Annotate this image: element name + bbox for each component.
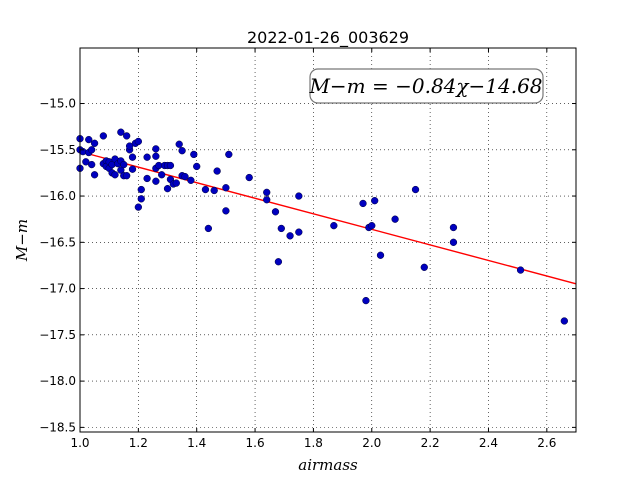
- data-point: [225, 150, 233, 159]
- data-point: [277, 224, 285, 233]
- data-point: [263, 196, 271, 204]
- data-point: [560, 317, 568, 325]
- data-point: [330, 222, 338, 230]
- data-point: [143, 174, 151, 183]
- data-point: [420, 263, 428, 271]
- chart-title: 2022-01-26_003629: [247, 28, 409, 48]
- annotation-text: M−m = −0.84χ−14.68: [308, 74, 542, 98]
- y-axis-label: M−m: [13, 219, 31, 262]
- y-tick-label: −16.5: [39, 235, 76, 249]
- plot-background: [80, 48, 576, 432]
- y-tick-label: −18.0: [39, 374, 76, 388]
- data-point: [158, 171, 166, 179]
- data-point: [201, 185, 210, 194]
- y-tick-label: −16.0: [39, 189, 76, 203]
- data-point: [222, 207, 230, 215]
- data-point: [90, 171, 99, 179]
- x-tick-label: 1.8: [304, 436, 323, 450]
- data-point: [172, 179, 180, 187]
- data-point: [516, 266, 525, 274]
- data-point: [143, 153, 151, 161]
- data-point: [181, 172, 189, 181]
- data-point: [85, 135, 93, 144]
- x-tick-label: 2.0: [362, 436, 381, 450]
- data-point: [359, 199, 367, 208]
- data-point: [295, 192, 303, 200]
- data-point: [178, 147, 186, 155]
- x-tick-label: 1.0: [70, 436, 89, 450]
- data-point: [449, 238, 458, 246]
- data-point: [99, 132, 107, 140]
- data-point: [134, 203, 143, 211]
- axis-ticks: 1.0 1.2 1.4 1.6 1.8 2.0 2.2 2.4 2.6 −15.0 −15.5 −16…: [39, 48, 576, 450]
- y-tick-label: −15.0: [39, 97, 76, 111]
- data-point: [152, 152, 160, 160]
- fit-annotation: M−m = −0.84χ−14.68: [308, 68, 544, 104]
- data-point: [125, 142, 134, 150]
- y-tick-label: −17.5: [39, 328, 76, 342]
- data-point: [295, 228, 303, 236]
- data-point: [245, 173, 253, 182]
- data-point: [187, 176, 195, 184]
- data-point: [120, 160, 128, 169]
- y-tick-label: −18.5: [39, 420, 76, 434]
- data-point: [123, 172, 131, 180]
- data-point: [286, 232, 294, 240]
- grid: [80, 48, 576, 432]
- data-point: [376, 251, 385, 259]
- data-point: [193, 162, 201, 171]
- data-point: [213, 167, 221, 175]
- x-tick-label: 1.4: [187, 436, 206, 450]
- data-point: [111, 171, 119, 179]
- data-point: [263, 188, 271, 196]
- data-point: [210, 186, 218, 195]
- x-tick-label: 1.2: [129, 436, 148, 450]
- data-point: [175, 140, 183, 148]
- data-point: [117, 128, 125, 136]
- data-point: [362, 296, 370, 305]
- data-point: [82, 158, 90, 166]
- data-point: [152, 177, 160, 185]
- annotation-box: [309, 68, 544, 104]
- data-point: [371, 197, 379, 205]
- data-point: [271, 208, 280, 216]
- y-tick-label: −15.5: [39, 143, 76, 157]
- data-point: [134, 137, 143, 146]
- data-point: [152, 145, 160, 153]
- data-point: [222, 184, 230, 192]
- plot-frame: [79, 47, 577, 433]
- x-tick-label: 2.4: [479, 436, 498, 450]
- data-point: [123, 132, 131, 140]
- data-point: [274, 258, 283, 266]
- data-point: [411, 185, 420, 194]
- data-points: [76, 128, 568, 325]
- data-point: [368, 222, 376, 230]
- data-point: [190, 150, 198, 159]
- data-point: [163, 184, 172, 193]
- y-tick-label: −17.0: [39, 282, 76, 296]
- x-tick-label: 2.2: [421, 436, 440, 450]
- x-tick-label: 2.6: [537, 436, 556, 450]
- data-point: [128, 165, 137, 173]
- data-point: [88, 160, 96, 169]
- data-point: [128, 153, 137, 161]
- data-point: [449, 223, 458, 232]
- data-point: [88, 146, 96, 154]
- data-point: [137, 185, 145, 194]
- data-point: [166, 161, 175, 170]
- data-point: [137, 195, 145, 203]
- x-tick-label: 1.6: [246, 436, 265, 450]
- x-axis-label: airmass: [298, 456, 358, 474]
- data-point: [90, 139, 99, 147]
- data-point: [204, 224, 213, 233]
- data-point: [391, 215, 399, 223]
